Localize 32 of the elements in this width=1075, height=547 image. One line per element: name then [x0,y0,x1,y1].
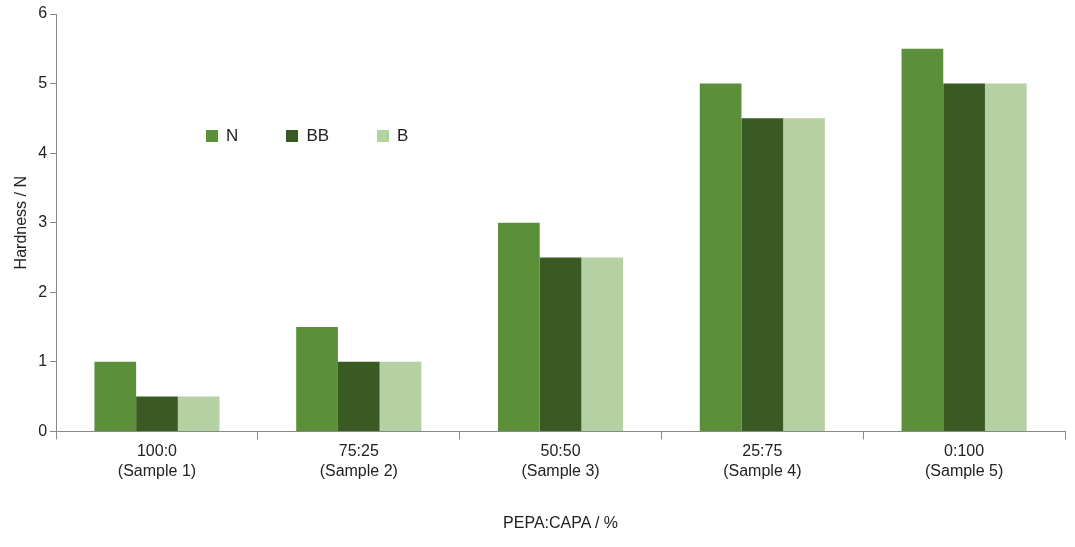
bar [136,396,178,431]
bar [581,257,624,431]
y-tick-label: 1 [38,352,48,370]
bar [699,83,742,431]
x-tick-label: 0:100 (Sample 5) [924,442,1004,479]
y-tick-label: 5 [38,73,48,91]
y-tick-label: 6 [38,4,48,22]
bar [783,118,825,431]
bar [539,257,582,431]
x-tick-label: 75:25 (Sample 2) [319,442,398,479]
y-tick-label: 0 [38,421,48,439]
y-tick-label: 2 [38,282,48,300]
y-axis-title: Hardness / N [12,176,30,270]
bar [984,83,1027,431]
bar [177,396,220,431]
legend-label: N [226,126,239,146]
y-tick-label: 4 [38,143,48,161]
bar [337,361,380,431]
legend-label: B [397,126,409,146]
bar [379,361,422,431]
x-tick-label: 100:0 (Sample 1) [117,442,197,479]
bar [943,83,985,431]
bar [498,222,540,431]
legend-label: BB [306,126,330,146]
bar [296,327,338,431]
y-tick-label: 3 [38,213,48,231]
x-tick-label: 25:75 (Sample 4) [723,442,802,479]
bar [901,48,944,431]
x-axis-title: PEPA:CAPA / % [503,513,619,531]
x-tick-label: 50:50 (Sample 3) [521,442,600,479]
bar [94,361,137,431]
bar [741,118,784,431]
